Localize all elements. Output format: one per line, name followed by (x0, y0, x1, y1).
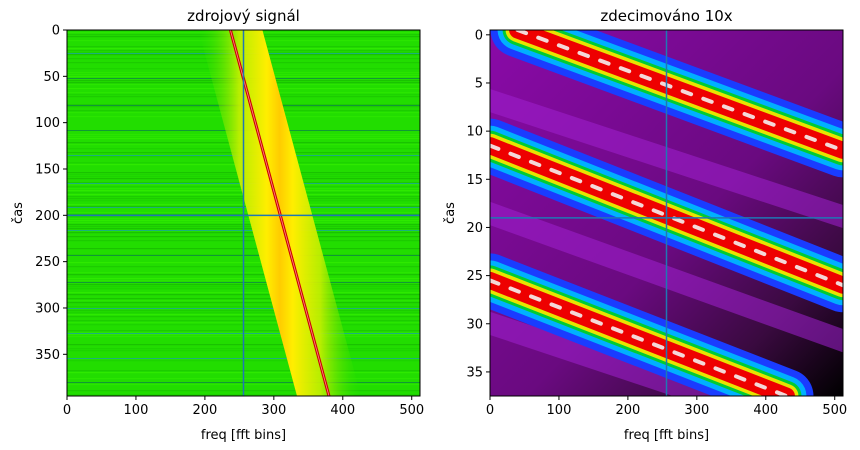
x-tick-label: 400 (330, 403, 355, 418)
faint-ridge (490, 88, 843, 229)
ridge (490, 253, 814, 396)
y-tick-label: 100 (35, 116, 60, 131)
faint-ridge (490, 311, 743, 396)
x-tick-label: 500 (399, 403, 424, 418)
x-tick-label: 0 (486, 403, 494, 418)
chart-source-y-axis: 0 50 100 150 200 250 300 350 (35, 24, 67, 363)
chart-source-ylabel: čas (11, 202, 26, 224)
chart-source-ridge-core (230, 30, 330, 396)
x-tick-label: 300 (261, 403, 286, 418)
chart-source-xlabel: freq [fft bins] (201, 428, 286, 443)
chart-source-x-axis: 0 100 200 300 400 500 (63, 396, 424, 418)
chart-decimated-y-axis: 0 5 10 15 20 25 30 35 (466, 28, 490, 380)
y-tick-label: 20 (466, 221, 483, 236)
x-tick-label: 400 (753, 403, 778, 418)
y-tick-label: 35 (466, 365, 483, 380)
x-tick-label: 500 (822, 403, 847, 418)
y-tick-label: 350 (35, 348, 60, 363)
y-tick-label: 30 (466, 317, 483, 332)
x-tick-label: 200 (192, 403, 217, 418)
chart-source: zdrojový signál 0 100 200 300 400 500 0 50 100 1… (11, 7, 424, 443)
y-tick-label: 50 (43, 70, 60, 85)
chart-decimated-xlabel: freq [fft bins] (624, 428, 709, 443)
y-tick-label: 0 (475, 28, 483, 43)
ridge (490, 30, 843, 178)
chart-source-title: zdrojový signál (187, 7, 300, 25)
chart-source-heatmap (67, 30, 420, 396)
x-tick-label: 100 (124, 403, 149, 418)
ridge-highlight (490, 143, 843, 288)
chart-decimated-title: zdecimováno 10x (600, 7, 732, 25)
ridge-highlight (490, 278, 789, 396)
chart-source-frame (66, 29, 421, 397)
y-tick-label: 25 (466, 269, 483, 284)
chart-decimated: zdecimováno 10x 0 100 200 300 400 500 0 5 10 15 2… (443, 7, 847, 443)
y-tick-label: 5 (475, 76, 483, 91)
y-tick-label: 250 (35, 255, 60, 270)
x-tick-label: 0 (63, 403, 71, 418)
y-tick-label: 0 (52, 24, 60, 39)
ridge-highlight (515, 30, 843, 153)
x-tick-label: 100 (547, 403, 572, 418)
y-tick-label: 200 (35, 209, 60, 224)
x-tick-label: 300 (684, 403, 709, 418)
chart-decimated-ylabel: čas (443, 202, 458, 224)
chart-decimated-x-axis: 0 100 200 300 400 500 (486, 396, 847, 418)
chart-decimated-heatmap (490, 30, 843, 396)
y-tick-label: 150 (35, 162, 60, 177)
x-tick-label: 200 (615, 403, 640, 418)
y-tick-label: 15 (466, 173, 483, 188)
chart-decimated-frame (489, 29, 844, 397)
faint-ridge (490, 201, 843, 353)
y-tick-label: 10 (466, 125, 483, 140)
y-tick-label: 300 (35, 301, 60, 316)
